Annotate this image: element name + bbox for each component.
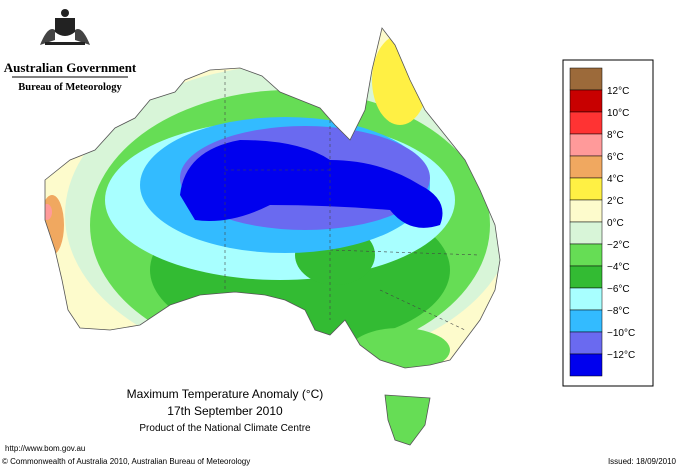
legend: 12°C 10°C 8°C 6°C 4°C 2°C 0°C −2°C −4°C −6°C −8°C −… — [569, 67, 635, 377]
legend-swatch — [569, 221, 603, 245]
coastline — [44, 27, 501, 369]
legend-label: 6°C — [607, 152, 624, 163]
legend-label: 2°C — [607, 196, 624, 207]
legend-swatch — [569, 133, 603, 157]
legend-swatch — [569, 243, 603, 267]
footer-copyright: © Commonwealth of Australia 2010, Austra… — [2, 457, 250, 466]
legend-label: 12°C — [607, 86, 629, 97]
legend-swatch — [569, 177, 603, 201]
legend-swatch — [569, 155, 603, 179]
footer-issued: Issued: 18/09/2010 — [608, 457, 677, 466]
logo — [40, 9, 90, 45]
map-title: Maximum Temperature Anomaly (°C) — [127, 387, 324, 401]
legend-swatch — [569, 331, 603, 355]
org-subtitle: Bureau of Meteorology — [18, 82, 122, 93]
org-title: Australian Government — [4, 60, 137, 75]
legend-swatch — [569, 265, 603, 289]
legend-label: 0°C — [607, 218, 624, 229]
footer-url: http://www.bom.gov.au — [5, 444, 85, 453]
map-credit: Product of the National Climate Centre — [139, 423, 311, 434]
legend-label: −4°C — [607, 262, 630, 273]
legend-swatch — [569, 111, 603, 135]
legend-label: −8°C — [607, 306, 630, 317]
tasmania — [384, 394, 431, 446]
legend-label: 10°C — [607, 108, 629, 119]
legend-swatch — [569, 89, 603, 113]
state-borders — [224, 70, 481, 331]
legend-label: −10°C — [607, 328, 635, 339]
legend-label: 4°C — [607, 174, 624, 185]
legend-swatch — [569, 287, 603, 311]
legend-swatch — [569, 309, 603, 333]
map-date: 17th September 2010 — [167, 404, 283, 418]
legend-label: −6°C — [607, 284, 630, 295]
legend-swatch — [569, 353, 603, 377]
legend-label: −2°C — [607, 240, 630, 251]
legend-swatch — [569, 199, 603, 223]
legend-label: 8°C — [607, 130, 624, 141]
legend-swatch — [569, 67, 603, 91]
legend-label: −12°C — [607, 350, 635, 361]
